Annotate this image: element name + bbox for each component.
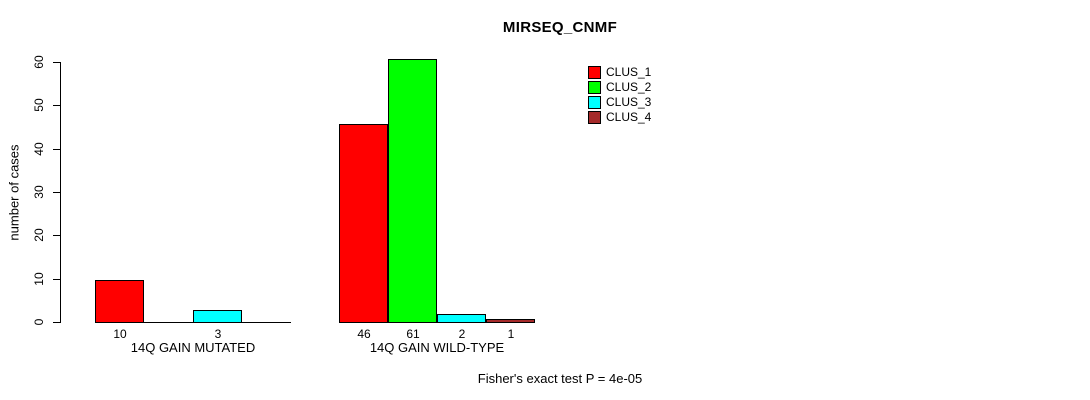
legend-item-CLUS_1: CLUS_1	[588, 65, 651, 80]
y-tick	[53, 62, 60, 63]
bar-value-label: 61	[406, 327, 420, 341]
legend-item-CLUS_4: CLUS_4	[588, 110, 651, 125]
bar-CLUS_1	[339, 124, 388, 323]
legend-swatch-CLUS_2	[588, 81, 601, 94]
y-tick-label: 0	[32, 318, 46, 326]
legend-item-CLUS_3: CLUS_3	[588, 95, 651, 110]
bar-CLUS_1	[95, 280, 144, 323]
group-label: 14Q GAIN WILD-TYPE	[369, 340, 505, 355]
bar-CLUS_4	[486, 319, 535, 323]
legend-label: CLUS_3	[606, 95, 652, 109]
legend-label: CLUS_4	[606, 110, 652, 124]
chart-title: MIRSEQ_CNMF	[502, 19, 618, 36]
bar-value-label: 3	[214, 327, 222, 341]
legend-swatch-CLUS_3	[588, 96, 601, 109]
y-tick	[53, 105, 60, 106]
legend-swatch-CLUS_1	[588, 66, 601, 79]
y-tick	[53, 149, 60, 150]
legend-swatch-CLUS_4	[588, 111, 601, 124]
bar-CLUS_3	[193, 310, 242, 323]
y-tick-label: 50	[32, 98, 46, 112]
bar-value-label: 1	[507, 327, 515, 341]
y-tick	[53, 279, 60, 280]
legend-label: CLUS_1	[606, 65, 652, 79]
y-tick	[53, 192, 60, 193]
y-axis-line	[60, 62, 61, 323]
y-tick-label: 10	[32, 272, 46, 286]
legend-item-CLUS_2: CLUS_2	[588, 80, 651, 95]
legend-label: CLUS_2	[606, 80, 652, 94]
annotation-text: Fisher's exact test P = 4e-05	[477, 371, 643, 386]
bar-value-label: 46	[357, 327, 371, 341]
y-tick-label: 40	[32, 142, 46, 156]
y-tick-label: 60	[32, 55, 46, 69]
bar-CLUS_3	[437, 314, 486, 323]
legend: CLUS_1 CLUS_2 CLUS_3 CLUS_4	[588, 65, 651, 125]
y-axis-label: number of cases	[6, 144, 22, 241]
bar-value-label: 2	[458, 327, 466, 341]
y-tick	[53, 235, 60, 236]
y-tick-label: 30	[32, 185, 46, 199]
group-label: 14Q GAIN MUTATED	[130, 340, 256, 355]
bar-CLUS_2	[388, 59, 437, 323]
y-tick	[53, 322, 60, 323]
y-tick-label: 20	[32, 228, 46, 242]
bar-value-label: 10	[113, 327, 127, 341]
